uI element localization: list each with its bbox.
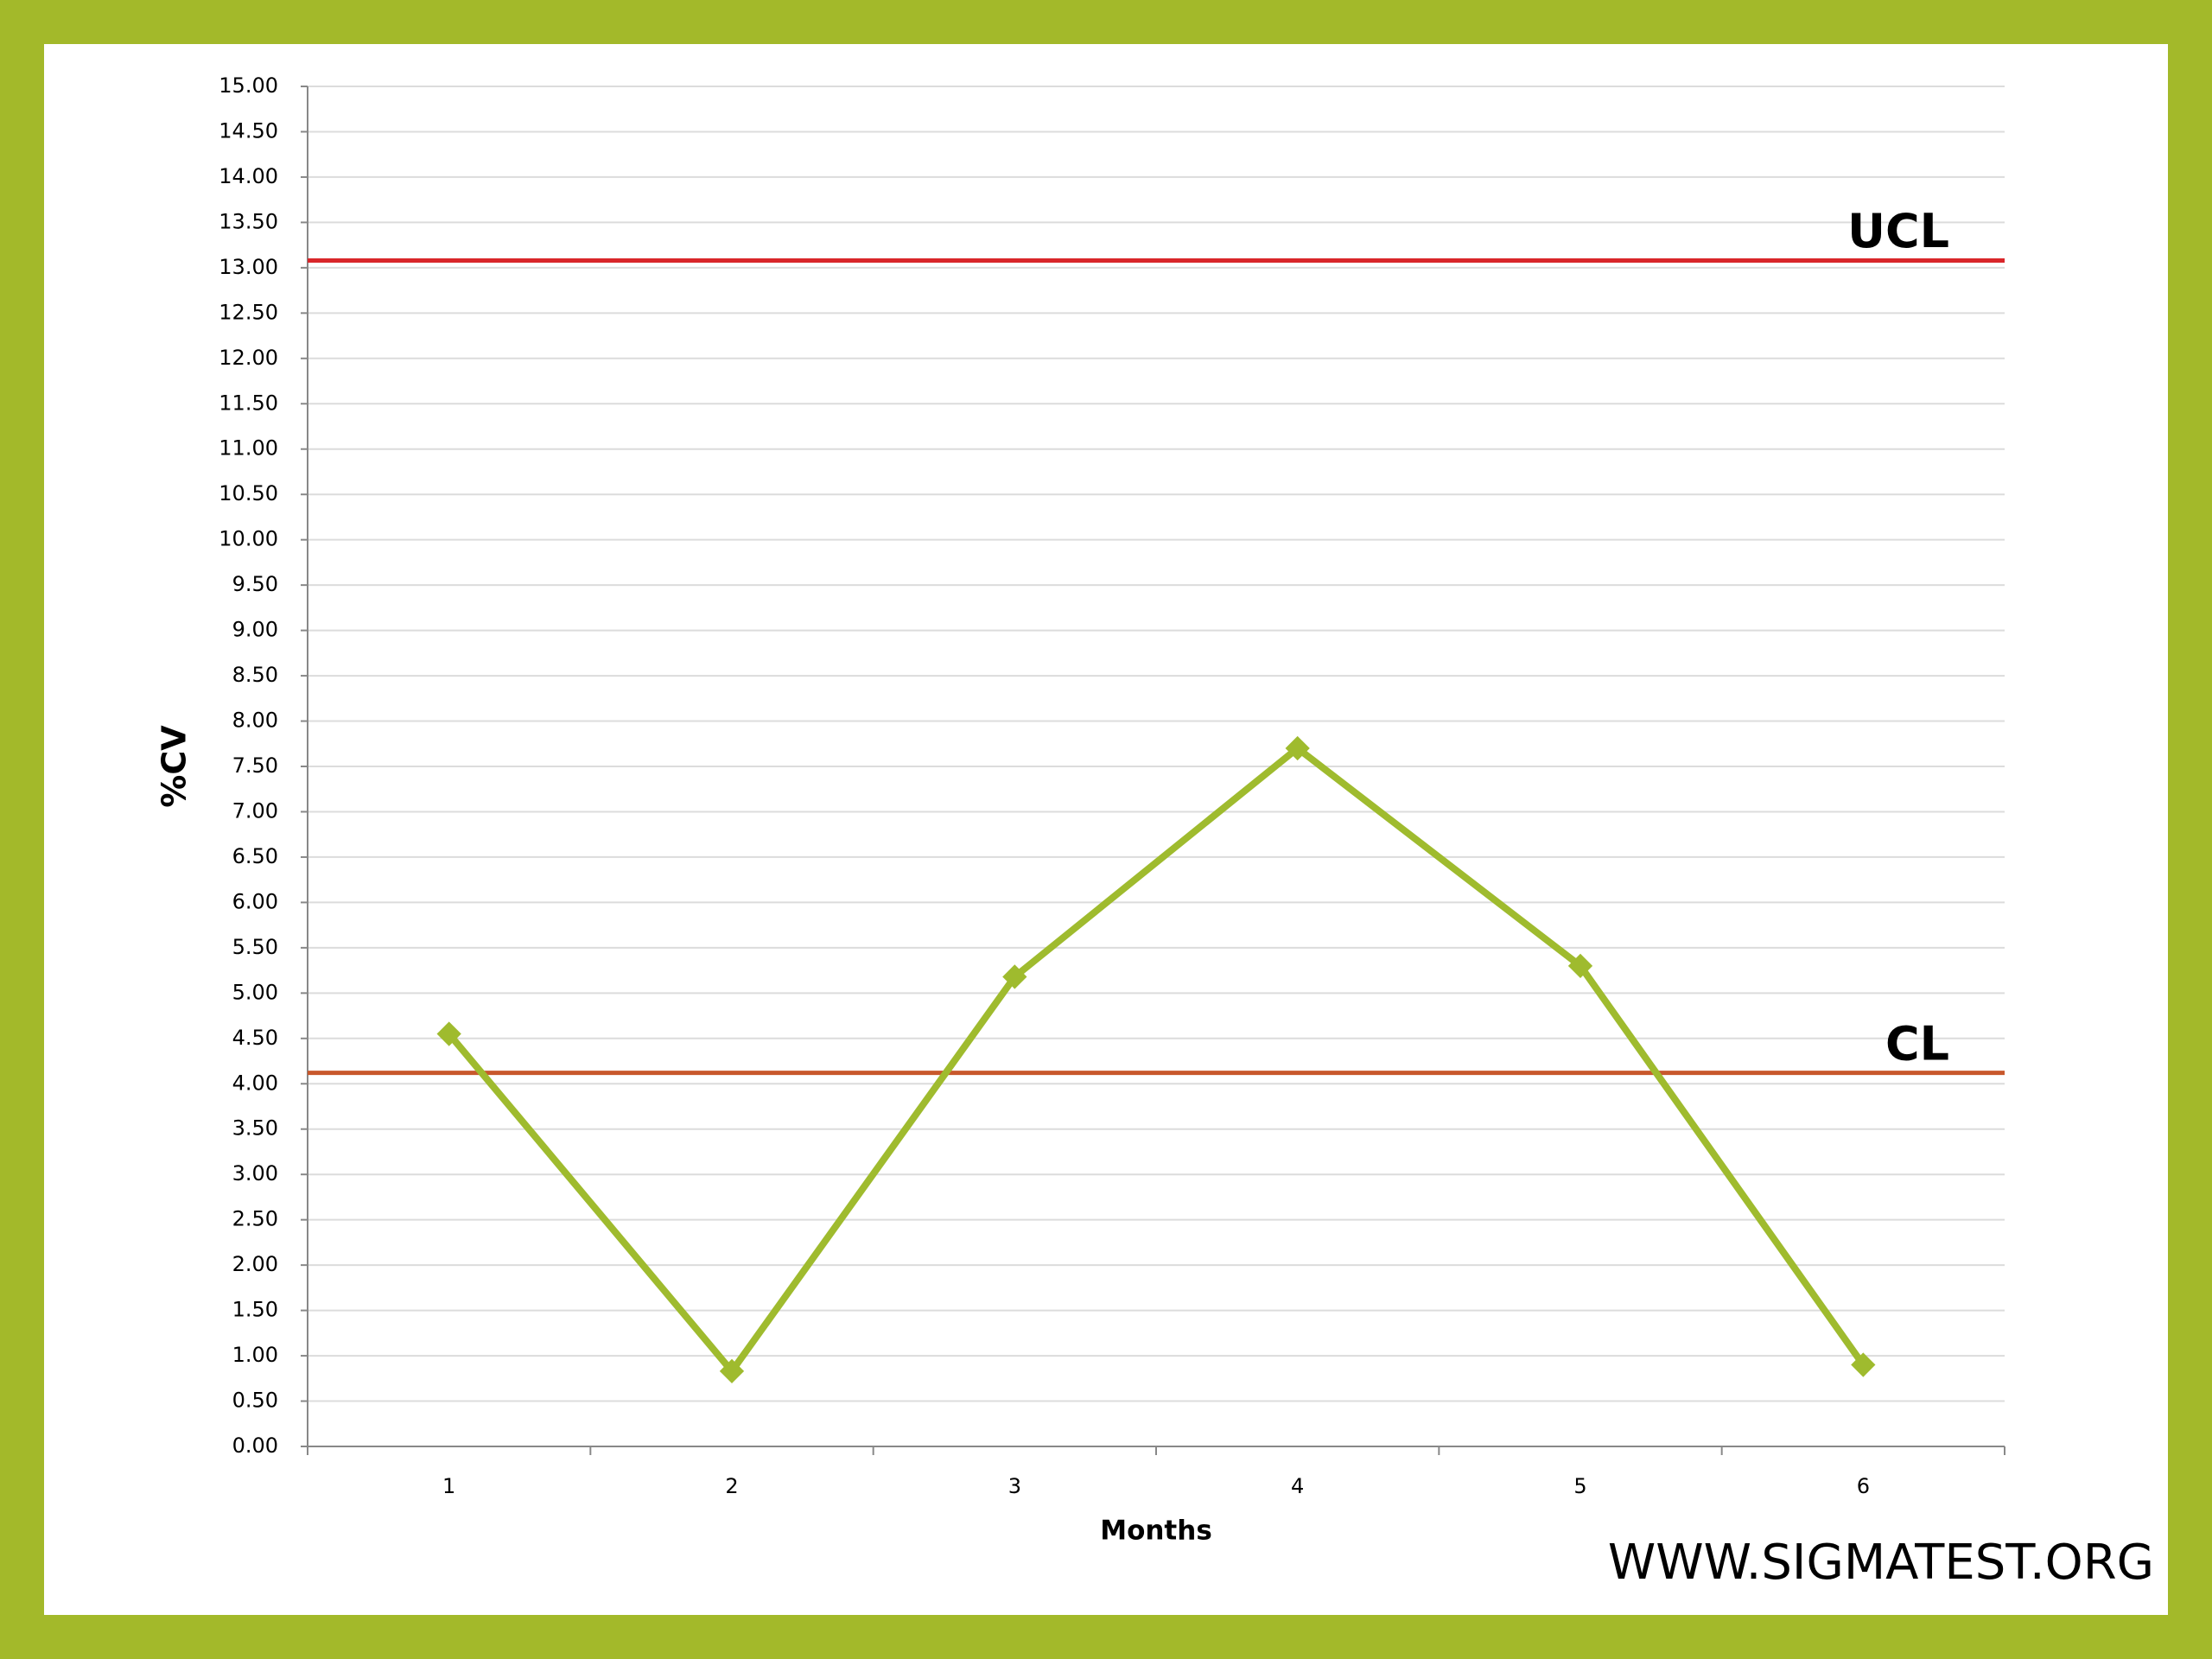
marker — [1285, 735, 1310, 761]
y-tick-label: 5.00 — [232, 980, 278, 1004]
y-tick-label: 1.00 — [232, 1343, 278, 1367]
x-tick-label: 5 — [1573, 1474, 1586, 1498]
y-tick-label: 14.00 — [219, 164, 278, 188]
x-tick-label: 1 — [442, 1474, 455, 1498]
y-tick-label: 8.50 — [232, 663, 278, 687]
watermark: WWW.SIGMATEST.ORG — [1608, 1535, 2154, 1591]
y-tick-label: 3.00 — [232, 1161, 278, 1185]
x-tick-label: 2 — [725, 1474, 738, 1498]
y-tick-label: 7.00 — [232, 798, 278, 823]
y-tick-label: 0.50 — [232, 1389, 278, 1413]
reference-label: UCL — [1847, 204, 1949, 258]
y-tick-label: 7.50 — [232, 753, 278, 778]
y-tick-label: 14.50 — [219, 118, 278, 143]
reference-label: CL — [1885, 1016, 1949, 1071]
x-tick-label: 3 — [1008, 1474, 1021, 1498]
y-tick-label: 6.50 — [232, 844, 278, 868]
y-axis-title: %CV — [156, 725, 194, 808]
x-tick-label: 6 — [1857, 1474, 1870, 1498]
y-tick-label: 0.00 — [232, 1433, 278, 1458]
y-tick-label: 9.00 — [232, 618, 278, 642]
y-tick-label: 5.50 — [232, 935, 278, 959]
y-tick-label: 15.00 — [219, 73, 278, 98]
marker — [1567, 953, 1593, 978]
panel — [44, 44, 2168, 1615]
y-tick-label: 1.50 — [232, 1298, 278, 1322]
y-tick-label: 13.00 — [219, 255, 278, 279]
marker — [436, 1021, 461, 1046]
y-tick-label: 2.00 — [232, 1252, 278, 1276]
marker — [719, 1358, 745, 1384]
y-tick-label: 2.50 — [232, 1207, 278, 1231]
y-tick-label: 4.50 — [232, 1026, 278, 1050]
y-tick-label: 12.50 — [219, 300, 278, 324]
y-tick-label: 4.00 — [232, 1071, 278, 1095]
y-tick-label: 8.00 — [232, 709, 278, 733]
y-tick-label: 6.00 — [232, 889, 278, 913]
x-tick-label: 4 — [1291, 1474, 1304, 1498]
y-tick-label: 12.00 — [219, 346, 278, 370]
y-tick-label: 11.50 — [219, 391, 278, 415]
y-tick-label: 9.50 — [232, 572, 278, 596]
marker — [1851, 1352, 1876, 1377]
x-axis-title: Months — [1100, 1516, 1212, 1547]
y-tick-label: 13.50 — [219, 209, 278, 233]
series-line — [446, 745, 1866, 1375]
y-tick-label: 3.50 — [232, 1116, 278, 1141]
y-tick-label: 11.00 — [219, 436, 278, 461]
y-tick-label: 10.00 — [219, 527, 278, 551]
y-tick-label: 10.50 — [219, 481, 278, 505]
marker — [1002, 964, 1027, 989]
